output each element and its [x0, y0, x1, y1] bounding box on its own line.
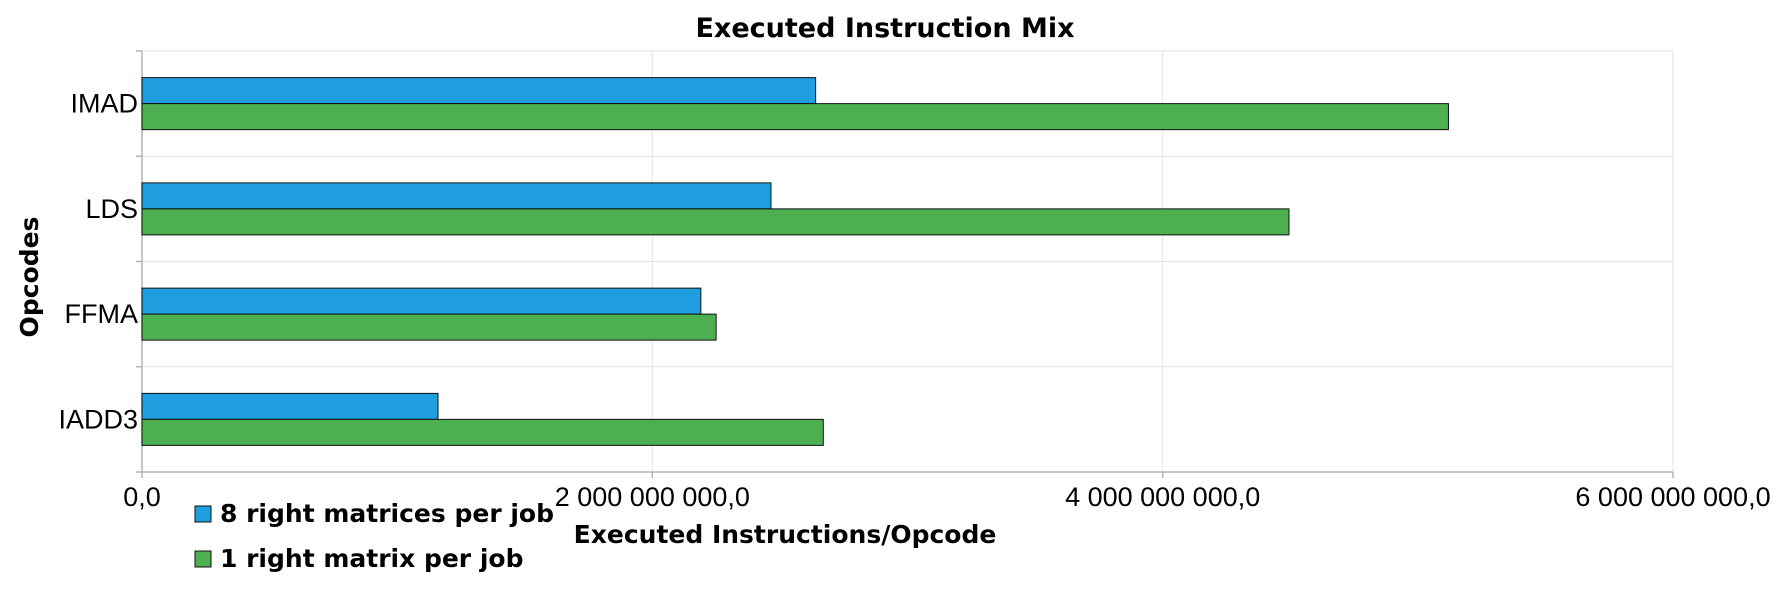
bar-series1-iadd3: [141, 392, 439, 420]
legend-label-1: 8 right matrices per job: [220, 499, 554, 528]
bar-series1-lds: [141, 182, 772, 210]
bar-series1-imad: [141, 77, 817, 105]
x-tick-label: 0,0: [123, 482, 161, 512]
legend-swatch-1: [194, 505, 212, 523]
legend-swatch-2: [194, 550, 212, 568]
x-tick-label: 4 000 000 000,0: [1065, 482, 1260, 512]
legend: 8 right matrices per job 1 right matrix p…: [194, 499, 554, 573]
y-tick-label: IADD3: [58, 404, 138, 434]
x-axis-title: Executed Instructions/Opcode: [574, 520, 997, 549]
legend-label-2: 1 right matrix per job: [220, 544, 523, 573]
y-tick-label: LDS: [85, 194, 138, 224]
bar-series2-imad: [141, 103, 1449, 131]
plot-area: 0,0 2 000 000 000,0 4 000 000 000,0 6 000 0…: [58, 50, 1771, 512]
chart-title: Executed Instruction Mix: [695, 13, 1074, 44]
x-tick-label: 6 000 000 000,0: [1575, 482, 1770, 512]
y-axis-title: Opcodes: [15, 217, 44, 338]
bar-series2-lds: [141, 208, 1290, 236]
bar-series2-iadd3: [141, 418, 824, 446]
y-tick-label: IMAD: [71, 89, 139, 119]
bar-series1-ffma: [141, 287, 702, 315]
x-tick-label: 2 000 000 000,0: [555, 482, 750, 512]
bar-series2-ffma: [141, 313, 717, 341]
y-tick-label: FFMA: [65, 299, 139, 329]
